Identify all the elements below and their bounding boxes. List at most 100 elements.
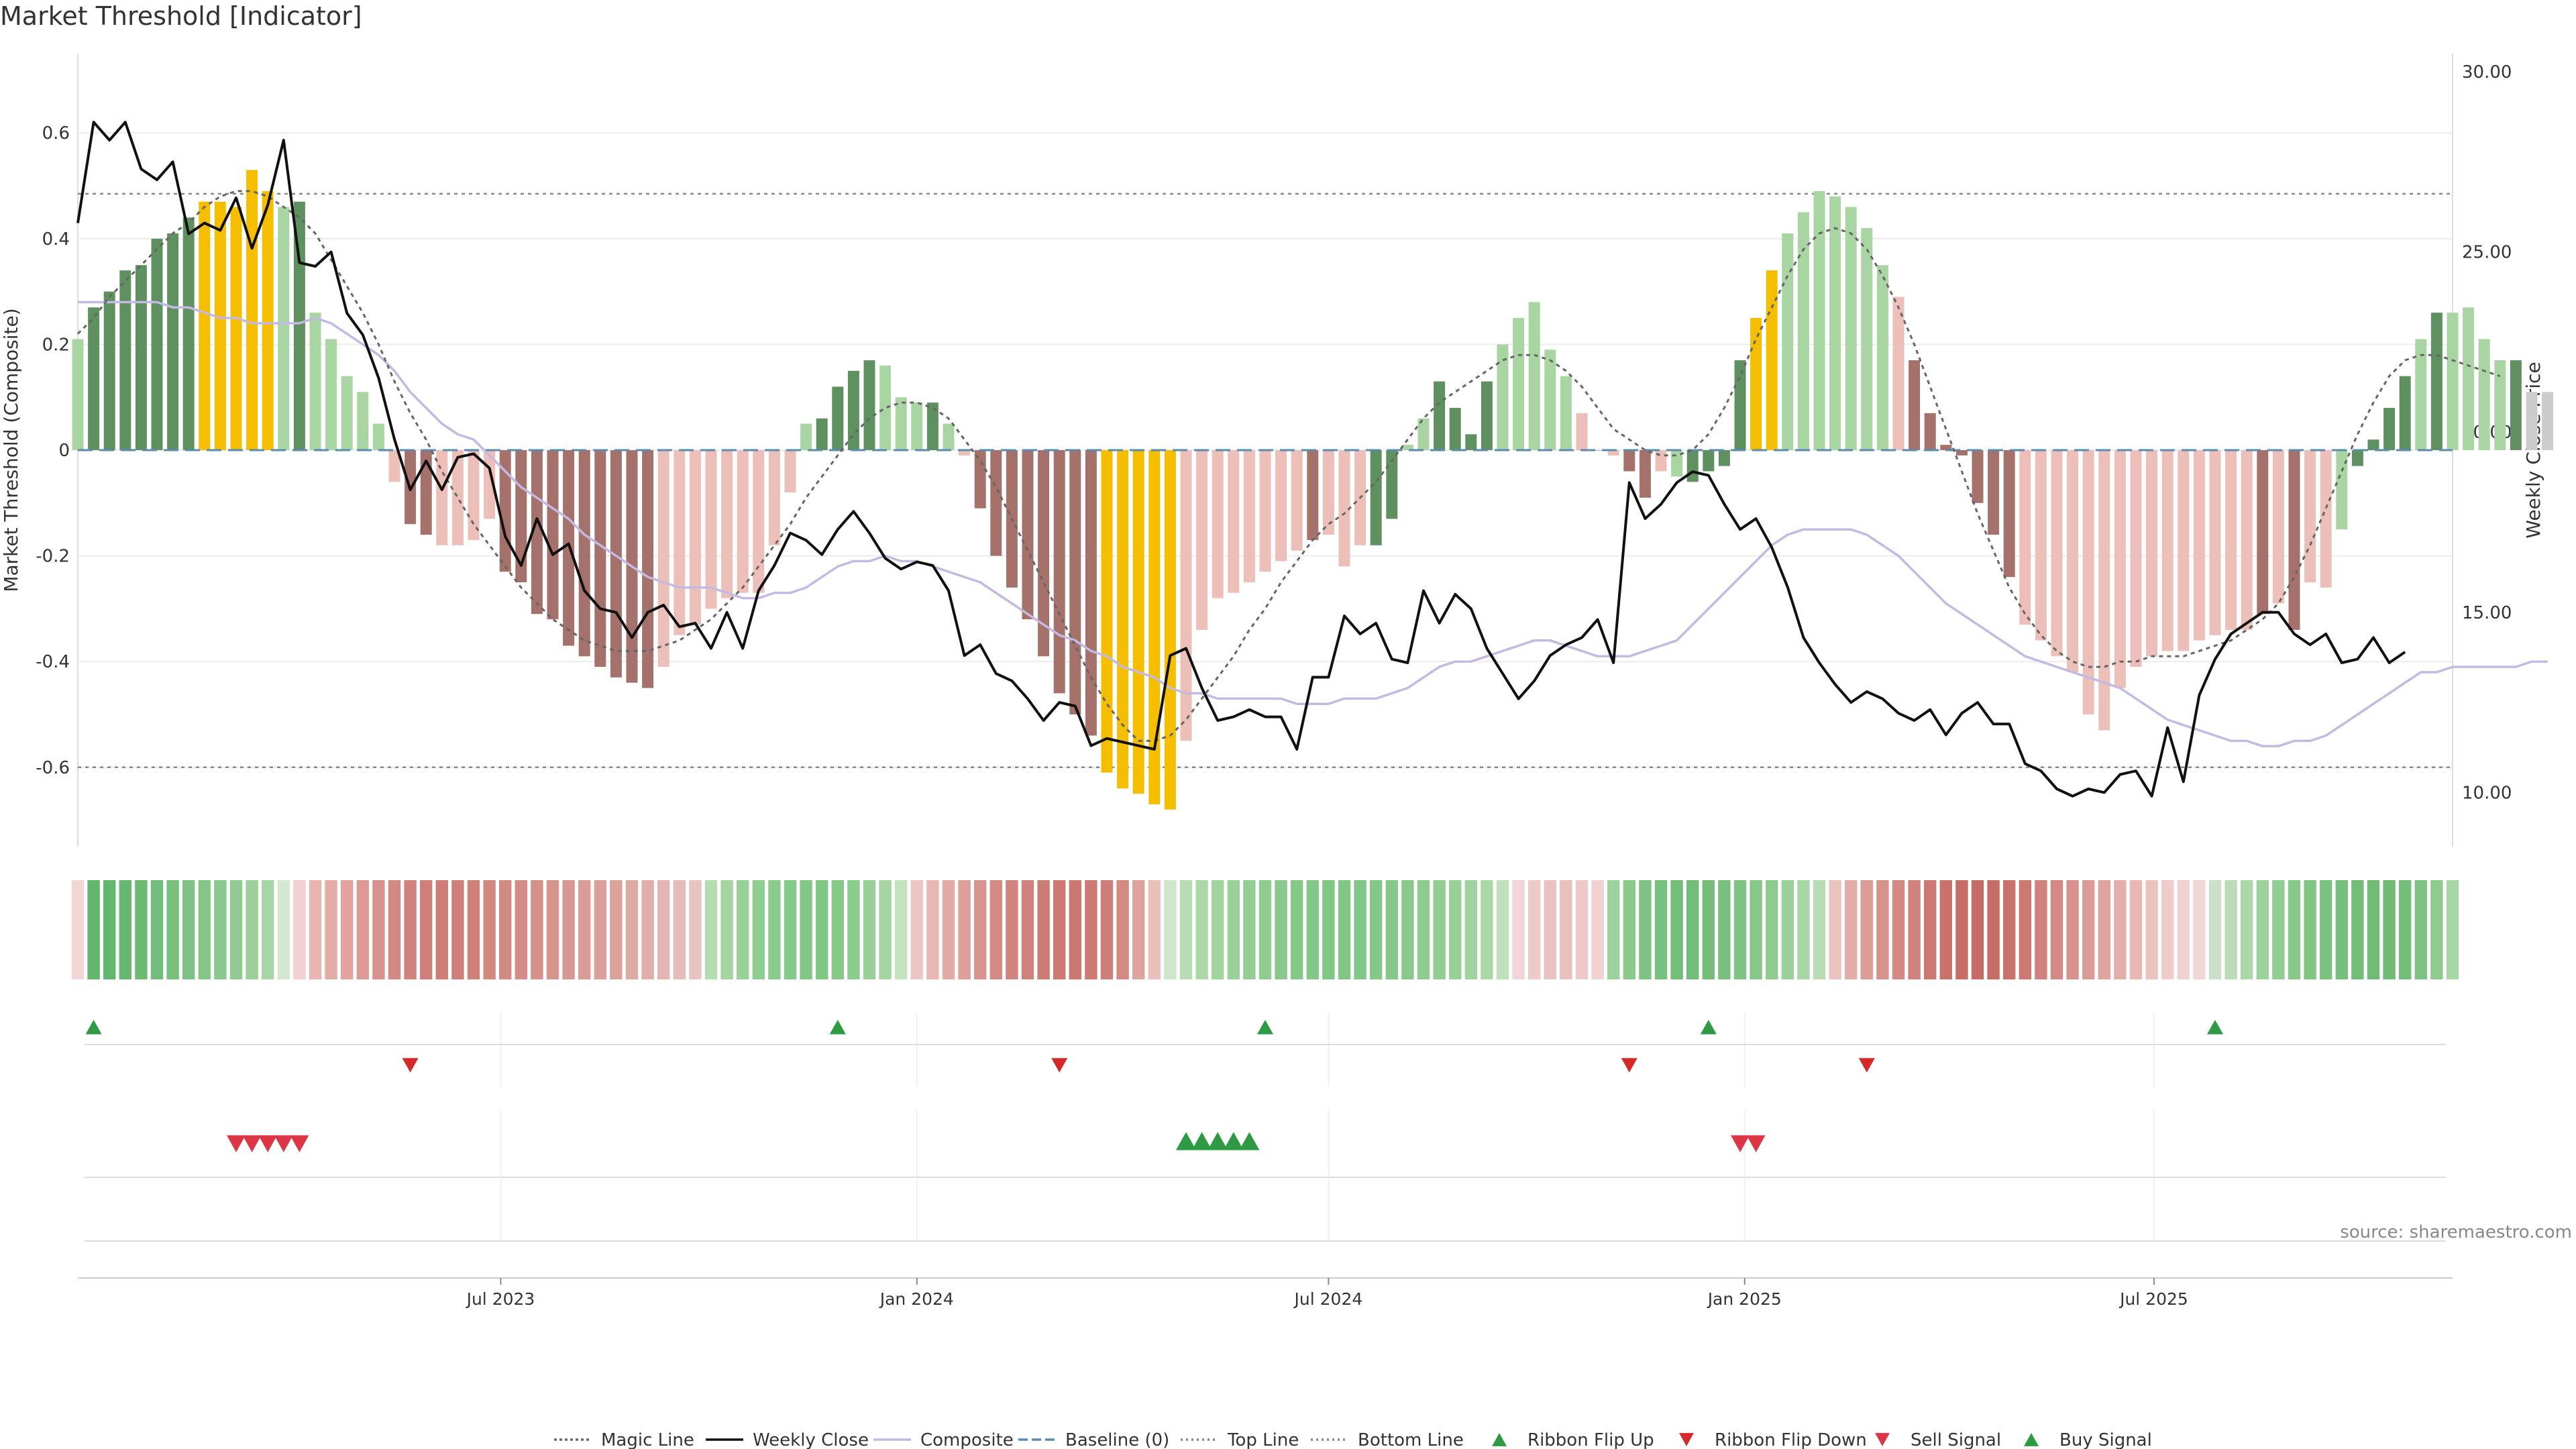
- histogram-bar: [1544, 350, 1556, 450]
- ribbon-cell: [1132, 880, 1145, 979]
- sell-signal-marker: [1731, 1135, 1750, 1152]
- legend-label: Buy Signal: [2059, 1430, 2152, 1449]
- ribbon-cell: [1021, 880, 1034, 979]
- histogram-bar: [262, 191, 274, 450]
- y2-tick-label: 15.00: [2462, 603, 2512, 623]
- ribbon-cell: [1369, 880, 1383, 979]
- histogram-bar: [1069, 450, 1081, 714]
- ribbon-flip-down-marker: [1858, 1058, 1875, 1073]
- ribbon-cell: [2161, 880, 2174, 979]
- histogram-bar: [2288, 450, 2300, 630]
- histogram-bar: [1243, 450, 1255, 582]
- ribbon-cell: [1654, 880, 1668, 979]
- histogram-bar: [2351, 450, 2363, 466]
- ribbon-cell: [610, 880, 623, 979]
- ribbon-cell: [1797, 880, 1810, 979]
- ribbon-cell: [847, 880, 860, 979]
- histogram-bar: [2272, 450, 2284, 604]
- histogram-bar: [2225, 450, 2237, 630]
- histogram-bar: [1370, 450, 1382, 545]
- magic-line: [76, 190, 2501, 742]
- ribbon-cell: [435, 880, 449, 979]
- ribbon-cell: [1148, 880, 1161, 979]
- histogram-bar: [135, 265, 147, 450]
- y2-tick-label: 30.00: [2462, 62, 2512, 83]
- histogram-bar: [705, 450, 717, 609]
- ribbon-cell: [1639, 880, 1652, 979]
- histogram-bar: [1607, 450, 1619, 455]
- source-credit: source: sharemaestro.com: [2340, 1222, 2572, 1242]
- ribbon-cell: [1844, 880, 1858, 979]
- histogram-bar: [1291, 450, 1303, 551]
- histogram-bar: [879, 365, 892, 450]
- ribbon-cell: [720, 880, 733, 979]
- legend-label: Magic Line: [601, 1430, 694, 1449]
- y2-tick-label: 10.00: [2462, 783, 2512, 803]
- histogram-bar: [2383, 407, 2396, 450]
- ribbon-cell: [578, 880, 591, 979]
- ribbon-cell: [1575, 880, 1589, 979]
- ribbon-cell: [2193, 880, 2206, 979]
- ribbon-cell: [989, 880, 1003, 979]
- ribbon-cell: [942, 880, 955, 979]
- histogram-bar: [816, 418, 828, 450]
- histogram-bar: [943, 423, 955, 450]
- ribbon-cell: [1955, 880, 1968, 979]
- ribbon-cell: [182, 880, 195, 979]
- ribbon-cell: [958, 880, 971, 979]
- ribbon-cell: [2114, 880, 2127, 979]
- ribbon-cell: [2002, 880, 2016, 979]
- histogram-bar: [2415, 339, 2427, 450]
- histogram-bar: [1180, 450, 1192, 741]
- ribbon-cell: [1591, 880, 1604, 979]
- ribbon-cell: [515, 880, 528, 979]
- ribbon-cell: [2383, 880, 2396, 979]
- ribbon-cell: [704, 880, 718, 979]
- ribbon-cell: [1670, 880, 1683, 979]
- ribbon-flip-down-marker: [1621, 1058, 1638, 1073]
- ribbon-cell: [1923, 880, 1937, 979]
- histogram-bar: [1022, 450, 1034, 620]
- legend-label: Composite: [920, 1430, 1014, 1449]
- legend-label: Bottom Line: [1358, 1430, 1464, 1449]
- histogram-bar: [1892, 297, 1904, 450]
- ribbon-cell: [2304, 880, 2316, 979]
- histogram-bar: [1228, 450, 1240, 593]
- histogram-bar: [1196, 450, 1208, 630]
- histogram-bar: [278, 207, 290, 450]
- ribbon-cell: [1179, 880, 1193, 979]
- ribbon-cell: [2129, 880, 2143, 979]
- ribbon-cell: [2319, 880, 2332, 979]
- ribbon-cell: [1971, 880, 1984, 979]
- legend-label: Sell Signal: [1911, 1430, 2001, 1449]
- ribbon-cell: [293, 880, 306, 979]
- histogram-bar: [2082, 450, 2094, 714]
- legend-label: Top Line: [1227, 1430, 1299, 1449]
- sell-signal-marker: [258, 1135, 278, 1152]
- histogram-bar: [2019, 450, 2031, 625]
- histogram-bar: [2304, 450, 2316, 582]
- histogram-bar: [1528, 302, 1540, 450]
- histogram-bar: [863, 360, 875, 450]
- ribbon-cell: [2240, 880, 2253, 979]
- ribbon-cell: [1860, 880, 1874, 979]
- histogram-bar: [1703, 450, 1715, 472]
- ribbon-cell: [973, 880, 987, 979]
- ribbon-cell: [1100, 880, 1114, 979]
- ribbon-cell: [103, 880, 116, 979]
- histogram-bar: [2098, 450, 2110, 731]
- histogram-bar: [2494, 360, 2506, 450]
- ribbon-cell: [1322, 880, 1335, 979]
- ribbon-cell: [229, 880, 243, 979]
- histogram-bar: [1861, 228, 1873, 450]
- histogram-bar: [1132, 450, 1144, 794]
- ribbon-flip-up-marker: [1700, 1020, 1717, 1034]
- ribbon-cell: [372, 880, 385, 979]
- histogram-bar: [1734, 360, 1746, 450]
- ribbon-cell: [2446, 880, 2459, 979]
- histogram-bar: [420, 450, 432, 535]
- ribbon-cell: [1164, 880, 1177, 979]
- legend-swatch: [1875, 1433, 1890, 1446]
- ribbon-cell: [1512, 880, 1525, 979]
- histogram-bar: [1275, 450, 1287, 561]
